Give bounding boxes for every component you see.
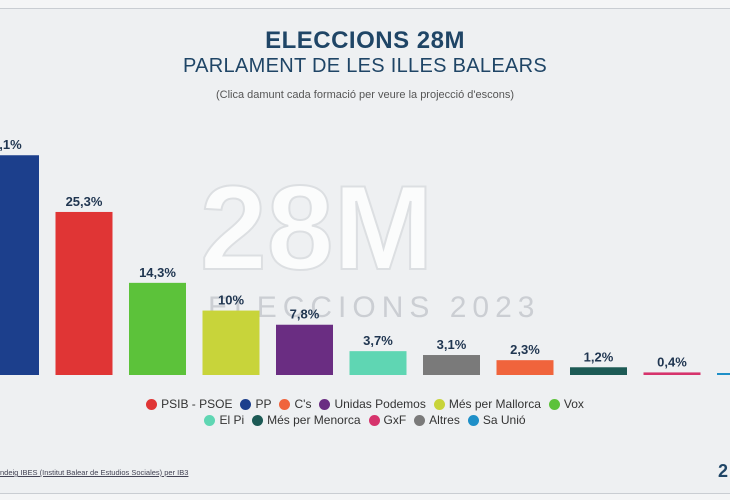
chart-note: (Clica damunt cada formació per veure la…	[215, 89, 514, 101]
legend-dot-icon	[433, 398, 445, 410]
legend-label: PSIB - PSOE	[161, 397, 233, 411]
bar-label-unidas-podemos: 7,8%	[290, 307, 320, 322]
legend-label: C's	[294, 397, 312, 411]
legend-dot-icon	[368, 414, 380, 426]
legend-item-psib-psoe[interactable]: PSIB - PSOE	[146, 397, 232, 411]
legend-item-sa-uni[interactable]: Sa Unió	[467, 413, 526, 427]
bar-vox[interactable]	[129, 282, 186, 375]
legend-item-el-pi[interactable]: El Pi	[204, 413, 244, 427]
bar-label-pp: ,1%	[0, 137, 22, 152]
legend-item-c-s[interactable]: C's	[279, 397, 311, 411]
legend-label: Unidas Podemos	[334, 397, 426, 411]
bar-sa-uni[interactable]	[717, 373, 730, 375]
chart-title: ELECCIONS 28M	[265, 27, 465, 54]
chart-frame: 28M ELECCIONS 2023 ELECCIONS 28M PARLAME…	[0, 8, 730, 494]
legend-label: GxF	[383, 413, 407, 427]
legend-dot-icon	[204, 414, 216, 426]
bar-psib-psoe[interactable]	[55, 211, 113, 375]
source-link[interactable]: ndeig IBES (Institut Balear de Estudios …	[0, 468, 189, 477]
legend-label: Sa Unió	[482, 413, 526, 427]
legend-dot-icon	[240, 398, 252, 410]
legend-item-unidas-podemos[interactable]: Unidas Podemos	[319, 397, 426, 411]
legend-dot-icon	[467, 414, 479, 426]
bar-label-vox: 14,3%	[139, 265, 176, 280]
chart-subtitle: PARLAMENT DE LES ILLES BALEARS	[183, 55, 547, 77]
legend-item-pp[interactable]: PP	[240, 397, 271, 411]
bar-label-psib-psoe: 25,3%	[66, 194, 103, 209]
bar-label-c-s: 2,3%	[510, 342, 540, 357]
bar-gxf[interactable]	[643, 372, 701, 375]
legend-row-1: PSIB - PSOE PP C's Unidas Podemos Més per Ma…	[0, 397, 730, 411]
legend-dot-icon	[319, 398, 331, 410]
legend-item-gxf[interactable]: GxF	[368, 413, 407, 427]
bar-c-s[interactable]	[496, 360, 554, 375]
bar-label-altres: 3,1%	[437, 337, 467, 352]
bar-label-el-pi: 3,7%	[363, 333, 393, 348]
legend-label: Altres	[429, 413, 460, 427]
legend-dot-icon	[146, 398, 158, 410]
legend-label: PP	[255, 397, 272, 411]
legend-item-m-s-per-menorca[interactable]: Més per Menorca	[252, 413, 361, 427]
legend-dot-icon	[548, 398, 560, 410]
legend-dot-icon	[414, 414, 426, 426]
bar-label-m-s-per-menorca: 1,2%	[584, 349, 614, 364]
bar-m-s-per-menorca[interactable]	[570, 367, 627, 375]
legend-item-altres[interactable]: Altres	[414, 413, 460, 427]
legend-dot-icon	[252, 414, 264, 426]
bar-altres[interactable]	[423, 355, 480, 375]
bar-label-m-s-per-mallorca: 10%	[218, 293, 244, 308]
bar-m-s-per-mallorca[interactable]	[202, 310, 260, 375]
legend-item-m-s-per-mallorca[interactable]: Més per Mallorca	[433, 397, 541, 411]
bar-chart: ,1% 25,3% 14,3% 10% 7,8% 3,7% 3,1% 2,3% 1,2% 0,4%…	[0, 137, 730, 375]
bar-label-gxf: 0,4%	[657, 354, 687, 369]
bar-unidas-podemos[interactable]	[276, 324, 333, 375]
legend-item-vox[interactable]: Vox	[548, 397, 584, 411]
legend-label: Més per Menorca	[267, 413, 361, 427]
corner-mark: 2	[717, 461, 728, 481]
legend-label: Vox	[563, 397, 584, 411]
legend-label: El Pi	[219, 413, 245, 427]
legend-row-2: El Pi Més per Menorca GxF Altres Sa Unió	[0, 413, 730, 427]
legend-label: Més per Mallorca	[448, 397, 541, 411]
bar-pp[interactable]	[0, 155, 39, 375]
legend-dot-icon	[279, 398, 291, 410]
bar-el-pi[interactable]	[349, 351, 407, 375]
